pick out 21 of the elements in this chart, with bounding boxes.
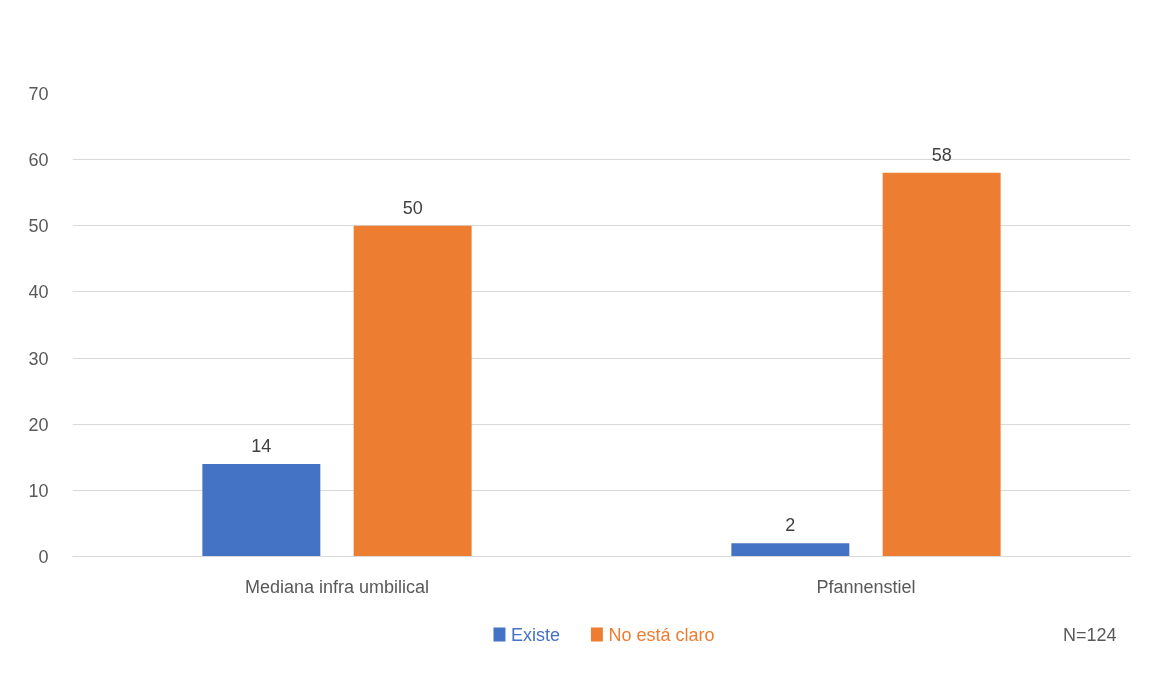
y-tick-label: 70	[28, 84, 49, 104]
data-label: 58	[931, 144, 952, 165]
y-tick-label: 60	[28, 150, 49, 171]
legend-label: Existe	[510, 624, 560, 645]
data-label: 2	[785, 515, 796, 536]
bar	[731, 543, 850, 557]
x-tick-label: Pfannenstiel	[816, 576, 916, 597]
y-tick-label: 10	[28, 480, 49, 501]
x-tick-label: Mediana infra umbilical	[244, 576, 430, 597]
y-tick-label: 0	[38, 547, 49, 567]
y-tick-label: 40	[28, 282, 49, 303]
y-tick-label: 30	[28, 348, 49, 369]
legend-label: No está claro	[608, 624, 715, 645]
text: N=124	[1062, 624, 1117, 645]
bar	[202, 463, 321, 557]
y-tick-label: 50	[28, 216, 49, 237]
bar	[353, 225, 472, 557]
y-tick-label: 20	[28, 414, 49, 435]
data-label: 14	[251, 435, 272, 456]
data-label: 50	[402, 197, 423, 218]
bar	[882, 172, 1001, 557]
